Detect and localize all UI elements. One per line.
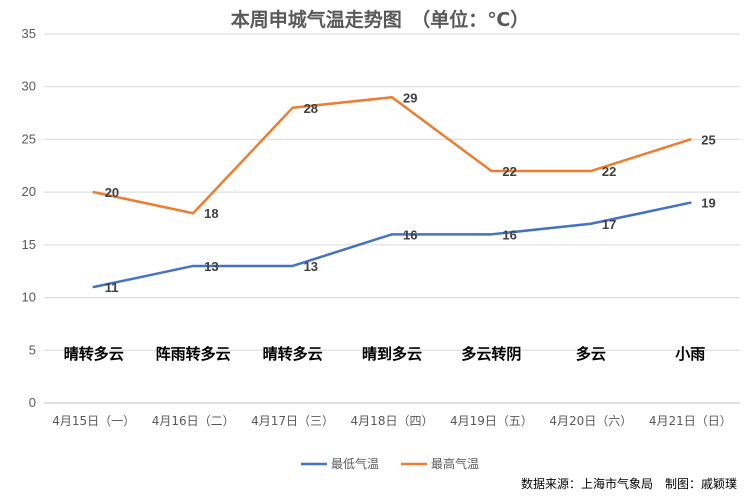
y-tick-label: 30 xyxy=(22,79,36,94)
weather-label: 晴转多云 xyxy=(64,345,124,363)
legend-label: 最低气温 xyxy=(331,456,379,471)
x-tick-label: 4月20日（六） xyxy=(549,414,632,428)
data-label: 18 xyxy=(204,206,218,221)
weather-label: 晴到多云 xyxy=(362,345,422,363)
data-label: 11 xyxy=(105,280,119,295)
series-line-1 xyxy=(92,201,692,289)
weather-label: 小雨 xyxy=(675,345,705,363)
data-label: 16 xyxy=(403,227,417,242)
weather-label: 阵雨转多云 xyxy=(156,345,231,363)
data-label: 25 xyxy=(701,132,715,147)
y-tick-label: 15 xyxy=(22,237,36,252)
legend: 最低气温 最高气温 xyxy=(301,456,479,471)
x-tick-label: 4月16日（二） xyxy=(152,414,235,428)
data-label: 13 xyxy=(304,259,318,274)
source-note: 数据来源：上海市气象局 制图：戚颖璞 xyxy=(521,476,737,491)
weather-label: 多云转阴 xyxy=(461,345,521,363)
data-label: 28 xyxy=(304,101,318,116)
y-tick-label: 10 xyxy=(22,290,36,305)
weather-labels: 晴转多云 阵雨转多云 晴转多云 晴到多云 多云转阴 多云 小雨 xyxy=(64,345,706,363)
x-tick-label: 4月19日（五） xyxy=(450,414,533,428)
x-tick-label: 4月18日（四） xyxy=(351,414,434,428)
weather-label: 晴转多云 xyxy=(263,345,323,363)
x-axis-ticks: 4月15日（一） 4月16日（二） 4月17日（三） 4月18日（四） 4月19日（五）… xyxy=(52,414,731,428)
series-line-2 xyxy=(92,96,692,215)
x-tick-label: 4月21日（日） xyxy=(649,414,732,428)
series-lines xyxy=(92,96,692,289)
y-tick-label: 25 xyxy=(22,131,36,146)
data-labels: 11 13 13 16 16 17 19 20 18 28 29 22 22 25 xyxy=(105,90,716,295)
y-tick-label: 35 xyxy=(22,26,36,41)
x-tick-label: 4月17日（三） xyxy=(251,414,334,428)
chart-title: 本周申城气温走势图 （单位：℃） xyxy=(231,8,530,31)
data-label: 20 xyxy=(105,185,119,200)
x-tick-label: 4月15日（一） xyxy=(52,414,135,428)
weather-label: 多云 xyxy=(576,345,606,363)
data-label: 17 xyxy=(602,217,616,232)
data-label: 13 xyxy=(204,259,218,274)
data-label: 19 xyxy=(701,196,715,211)
y-tick-label: 20 xyxy=(22,184,36,199)
data-label: 22 xyxy=(502,164,516,179)
data-label: 22 xyxy=(602,164,616,179)
legend-label: 最高气温 xyxy=(431,456,479,471)
y-tick-label: 5 xyxy=(29,342,36,357)
y-axis-ticks: 0 5 10 15 20 25 30 35 xyxy=(22,26,36,410)
data-label: 29 xyxy=(403,90,417,105)
data-label: 16 xyxy=(502,227,516,242)
grid-lines xyxy=(44,33,740,404)
y-tick-label: 0 xyxy=(29,395,36,410)
